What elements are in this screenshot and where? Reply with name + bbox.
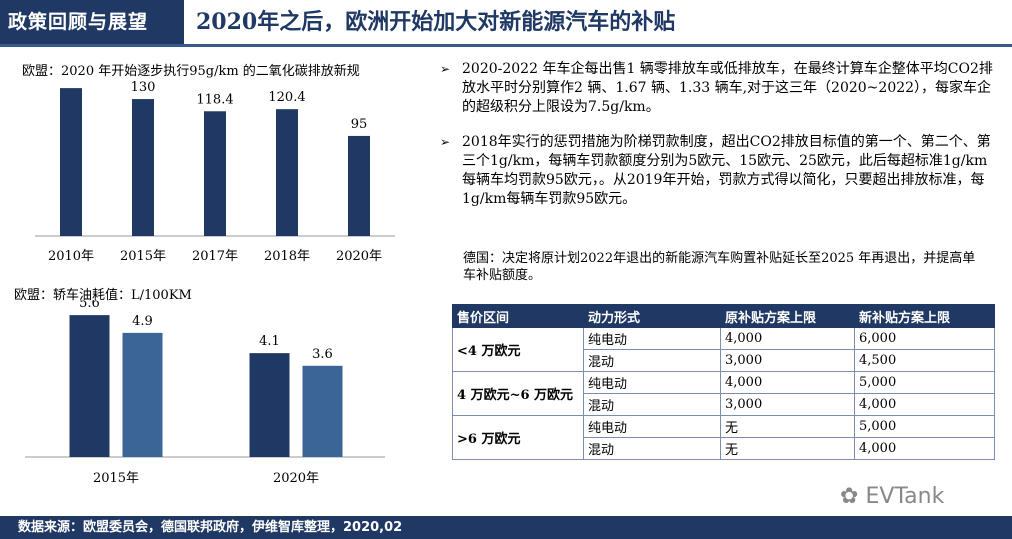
arrow-bullet-icon: ➢ xyxy=(440,135,451,149)
table-cell: 6,000 xyxy=(854,327,995,350)
table-cell: 纯电动 xyxy=(583,371,721,394)
table-cell: 纯电动 xyxy=(583,327,721,350)
bar xyxy=(276,109,298,236)
source-footer: 数据来源：欧盟委员会，德国联邦政府，伊维智库整理，2020,02 xyxy=(0,516,1012,539)
x-tick-label: 2015年 xyxy=(93,471,139,486)
data-label: 4.1 xyxy=(259,334,280,349)
chart2-title: 欧盟：轿车油耗值：L/100KM xyxy=(14,288,192,303)
germany-note: 德国：决定将原计划2022年退出的新能源汽车购置补贴延长至2025 年再退出，并… xyxy=(463,251,976,283)
bullet-text: 2020-2022 年车企每出售1 辆零排放车或低排放车，在最终计算车企整体平均… xyxy=(462,61,993,115)
table-cell: 3,000 xyxy=(720,393,855,416)
x-tick-label: 2017年 xyxy=(192,249,238,264)
table-row: 混动 无 4,000 xyxy=(453,437,995,460)
data-label: 95 xyxy=(351,117,368,132)
watermark-logo: ✿ EVTank xyxy=(840,484,945,509)
chart1-title: 欧盟：2020 年开始逐步执行95g/km 的二氧化碳排放新规 xyxy=(22,64,360,79)
col-header: 动力形式 xyxy=(583,304,721,328)
table-header-row: 售价区间 动力形式 原补贴方案上限 新补贴方案上限 xyxy=(452,304,995,328)
data-label: 4.9 xyxy=(132,314,153,329)
col-header: 新补贴方案上限 xyxy=(854,304,995,328)
x-tick-label: 2020年 xyxy=(273,471,319,486)
bar xyxy=(302,365,343,457)
price-range-cell: >6 万欧元 xyxy=(452,415,584,460)
x-tick-label: 2015年 xyxy=(120,249,166,264)
table-cell: 无 xyxy=(720,437,855,460)
price-range-cell: <4 万欧元 xyxy=(452,327,584,372)
table-cell: 纯电动 xyxy=(583,415,721,438)
bullet-super-credits: ➢ 2020-2022 年车企每出售1 辆零排放车或低排放车，在最终计算车企整体… xyxy=(440,60,1000,117)
table-cell: 5,000 xyxy=(854,371,995,394)
table-cell: 4,000 xyxy=(720,327,855,350)
bar xyxy=(69,315,110,457)
table-cell: 5,000 xyxy=(854,415,995,438)
x-tick-label: 2018年 xyxy=(264,249,310,264)
data-label: 3.6 xyxy=(312,347,333,362)
page-title: 2020年之后，欧洲开始加大对新能源汽车的补贴 xyxy=(196,9,676,35)
data-label: 140.4 xyxy=(52,80,89,84)
wechat-icon: ✿ xyxy=(840,484,859,509)
table-row: 4 万欧元~6 万欧元 纯电动 4,000 5,000 xyxy=(452,371,995,416)
arrow-bullet-icon: ➢ xyxy=(440,62,451,76)
data-label: 130 xyxy=(131,80,156,95)
table-cell: 4,000 xyxy=(720,371,855,394)
table-cell: 4,500 xyxy=(854,349,995,372)
table-cell: 混动 xyxy=(583,437,721,460)
data-label: 5.6 xyxy=(79,300,100,311)
header: 政策回顾与展望 2020年之后，欧洲开始加大对新能源汽车的补贴 xyxy=(0,0,1012,44)
col-header: 售价区间 xyxy=(452,304,584,328)
table-cell: 无 xyxy=(720,415,855,438)
table-cell: 混动 xyxy=(583,349,721,372)
table-cell: 混动 xyxy=(583,393,721,416)
bar xyxy=(249,353,290,457)
section-tag: 政策回顾与展望 xyxy=(0,0,184,44)
bar xyxy=(348,135,370,236)
col-header: 原补贴方案上限 xyxy=(720,304,855,328)
bar xyxy=(122,332,163,457)
x-tick-label: 2010年 xyxy=(48,249,94,264)
bullet-penalty: ➢ 2018年实行的惩罚措施为阶梯罚款制度，超出CO2排放目标值的第一个、第二个… xyxy=(440,133,1000,209)
bar xyxy=(204,111,226,236)
table-row: <4 万欧元 纯电动 4,000 6,000 xyxy=(452,327,995,372)
bar xyxy=(132,99,154,236)
price-range-cell: 4 万欧元~6 万欧元 xyxy=(452,371,584,416)
table-cell: 3,000 xyxy=(720,349,855,372)
header-divider xyxy=(0,44,1012,47)
data-label: 120.4 xyxy=(268,90,305,105)
x-tick-label: 2020年 xyxy=(336,249,382,264)
data-label: 118.4 xyxy=(196,92,233,107)
table-row: 混动 3,000 4,000 xyxy=(453,393,995,416)
fuel-consumption-chart: 5.6 4.9 2015年 4.1 3.6 2020年 xyxy=(25,300,385,486)
subsidy-table: 售价区间 动力形式 原补贴方案上限 新补贴方案上限 <4 万欧元 纯电动 4,0… xyxy=(452,304,995,460)
bar xyxy=(60,88,82,236)
table-row: >6 万欧元 纯电动 无 5,000 xyxy=(452,415,995,460)
bullet-text: 2018年实行的惩罚措施为阶梯罚款制度，超出CO2排放目标值的第一个、第二个、第… xyxy=(462,134,991,207)
table-cell: 4,000 xyxy=(854,393,995,416)
table-cell: 4,000 xyxy=(854,437,995,460)
policy-bullets: ➢ 2020-2022 年车企每出售1 辆零排放车或低排放车，在最终计算车企整体… xyxy=(440,60,1000,225)
co2-emission-chart: 140.4 2010年 130 2015年 118.4 2017年 120.4 2018年 95… xyxy=(35,80,395,264)
